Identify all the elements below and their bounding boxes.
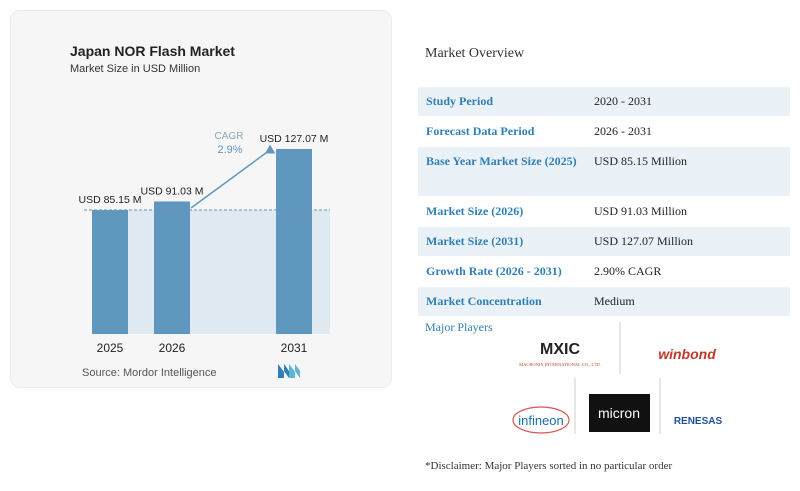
bar-2025 bbox=[92, 210, 128, 334]
overview-row: Market Size (2026) USD 91.03 Million bbox=[418, 197, 790, 227]
renesas-logo-icon: RENESAS bbox=[674, 416, 723, 427]
cagr-label: CAGR bbox=[215, 131, 244, 142]
overview-title: Market Overview bbox=[425, 46, 525, 61]
overview-label: Forecast Data Period bbox=[426, 124, 535, 138]
micron-logo-icon: micron bbox=[589, 394, 650, 432]
mxic-logo-icon: MXIC MACRONIX INTERNATIONAL CO., LTD. bbox=[519, 341, 601, 368]
x-tick-label: 2026 bbox=[159, 341, 186, 355]
overview-label: Market Concentration bbox=[426, 294, 542, 308]
svg-text:micron: micron bbox=[598, 405, 640, 421]
svg-text:MACRONIX INTERNATIONAL CO., LT: MACRONIX INTERNATIONAL CO., LTD. bbox=[519, 362, 601, 368]
overview-row: Study Period 2020 - 2031 bbox=[418, 87, 790, 117]
overview-label: Study Period bbox=[426, 94, 494, 108]
bar-chart: USD 85.15 M 2025 USD 91.03 M 2026 USD 127.07… bbox=[78, 131, 330, 355]
cagr-arrowhead bbox=[265, 144, 276, 154]
overview-value: 2026 - 2031 bbox=[594, 124, 652, 138]
overview-row: Growth Rate (2026 - 2031) 2.90% CAGR bbox=[418, 257, 790, 287]
svg-text:MXIC: MXIC bbox=[540, 341, 580, 358]
data-label: USD 85.15 M bbox=[78, 194, 141, 206]
winbond-logo-icon: winbond bbox=[658, 346, 716, 362]
bar-2031 bbox=[276, 149, 312, 334]
overview-value: USD 127.07 Million bbox=[594, 234, 694, 248]
overview-value: Medium bbox=[594, 294, 635, 308]
data-label: USD 91.03 M bbox=[140, 185, 203, 197]
overview-label: Growth Rate (2026 - 2031) bbox=[426, 264, 562, 278]
disclaimer: *Disclaimer: Major Players sorted in no … bbox=[425, 460, 673, 472]
overview-row: Forecast Data Period 2026 - 2031 bbox=[418, 117, 790, 147]
overview-label: Market Size (2026) bbox=[426, 204, 524, 218]
overview-value: 2020 - 2031 bbox=[594, 94, 652, 108]
overview-label: Market Size (2031) bbox=[426, 234, 524, 248]
overview-row: Base Year Market Size (2025) USD 85.15 M… bbox=[418, 147, 790, 197]
data-label: USD 127.07 M bbox=[260, 133, 329, 145]
x-tick-label: 2031 bbox=[281, 341, 308, 355]
overview-table: Study Period 2020 - 2031 Forecast Data P… bbox=[418, 87, 790, 317]
x-tick-label: 2025 bbox=[97, 341, 124, 355]
major-players-title: Major Players bbox=[425, 320, 493, 334]
cagr-value: 2.9% bbox=[217, 144, 242, 156]
overview-value: 2.90% CAGR bbox=[594, 264, 662, 278]
chart-subtitle: Market Size in USD Million bbox=[70, 63, 201, 75]
overview-row: Market Size (2031) USD 127.07 Million bbox=[418, 227, 790, 257]
chart-title: Japan NOR Flash Market bbox=[70, 43, 235, 59]
source-text: Source: Mordor Intelligence bbox=[82, 367, 217, 379]
mordor-logo-icon bbox=[278, 364, 300, 378]
overview-value: USD 85.15 Million bbox=[594, 154, 688, 168]
bar-2026 bbox=[154, 201, 190, 334]
major-players-logos: MXIC MACRONIX INTERNATIONAL CO., LTD. wi… bbox=[512, 322, 723, 434]
infineon-logo-icon: infineon bbox=[512, 406, 570, 434]
overview-row: Market Concentration Medium bbox=[418, 287, 790, 317]
overview-label: Base Year Market Size (2025) bbox=[426, 154, 577, 168]
overview-value: USD 91.03 Million bbox=[594, 204, 688, 218]
svg-text:infineon: infineon bbox=[518, 413, 564, 428]
cagr-arrow bbox=[190, 149, 271, 209]
